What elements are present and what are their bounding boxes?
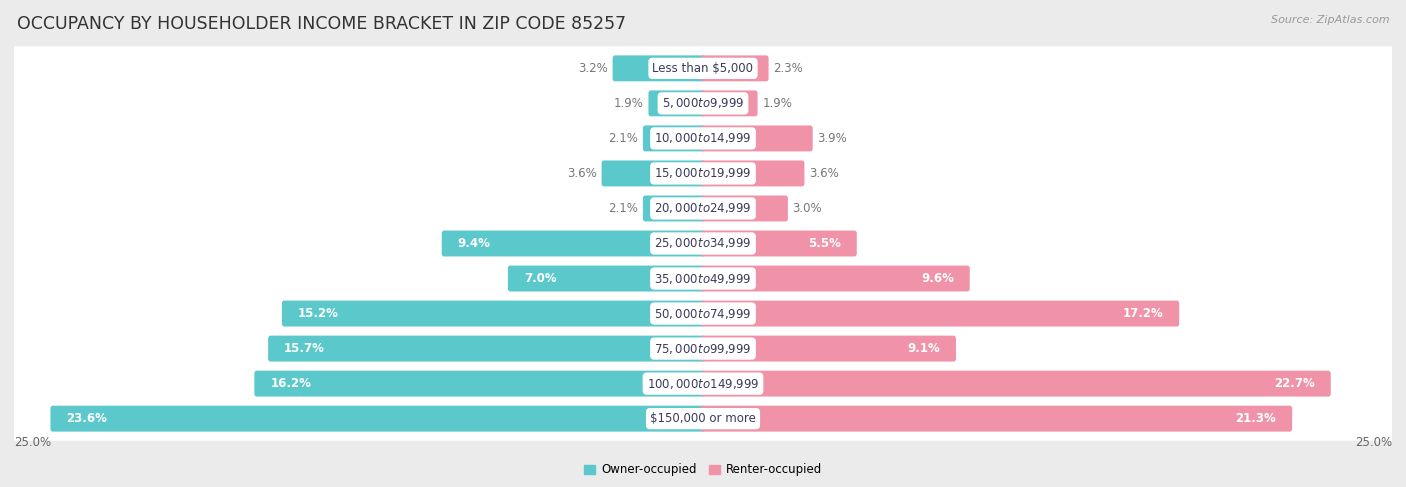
FancyBboxPatch shape (441, 230, 706, 257)
FancyBboxPatch shape (613, 56, 706, 81)
FancyBboxPatch shape (700, 91, 758, 116)
FancyBboxPatch shape (700, 300, 1180, 326)
FancyBboxPatch shape (1, 187, 1405, 230)
Text: Source: ZipAtlas.com: Source: ZipAtlas.com (1271, 15, 1389, 25)
Text: 21.3%: 21.3% (1236, 412, 1277, 425)
FancyBboxPatch shape (643, 195, 706, 222)
Text: 16.2%: 16.2% (270, 377, 311, 390)
Text: 3.6%: 3.6% (567, 167, 598, 180)
Text: $50,000 to $74,999: $50,000 to $74,999 (654, 306, 752, 320)
FancyBboxPatch shape (700, 126, 813, 151)
Text: $100,000 to $149,999: $100,000 to $149,999 (647, 376, 759, 391)
Text: 3.2%: 3.2% (578, 62, 607, 75)
FancyBboxPatch shape (1, 151, 1405, 195)
FancyBboxPatch shape (1, 81, 1405, 126)
FancyBboxPatch shape (700, 371, 1330, 396)
Text: 15.7%: 15.7% (284, 342, 325, 355)
Text: 1.9%: 1.9% (614, 97, 644, 110)
Text: $35,000 to $49,999: $35,000 to $49,999 (654, 272, 752, 285)
FancyBboxPatch shape (254, 371, 706, 396)
Text: 15.2%: 15.2% (298, 307, 339, 320)
Text: $75,000 to $99,999: $75,000 to $99,999 (654, 341, 752, 356)
FancyBboxPatch shape (700, 265, 970, 292)
Text: 25.0%: 25.0% (1355, 436, 1392, 449)
Text: 9.1%: 9.1% (907, 342, 941, 355)
FancyBboxPatch shape (700, 195, 787, 222)
FancyBboxPatch shape (700, 56, 769, 81)
Text: $10,000 to $14,999: $10,000 to $14,999 (654, 131, 752, 146)
Text: 17.2%: 17.2% (1122, 307, 1163, 320)
FancyBboxPatch shape (1, 116, 1405, 161)
FancyBboxPatch shape (51, 406, 706, 431)
Text: 22.7%: 22.7% (1274, 377, 1315, 390)
Text: $20,000 to $24,999: $20,000 to $24,999 (654, 202, 752, 215)
Text: 2.3%: 2.3% (773, 62, 803, 75)
Text: 7.0%: 7.0% (524, 272, 557, 285)
FancyBboxPatch shape (602, 161, 706, 187)
FancyBboxPatch shape (1, 396, 1405, 441)
FancyBboxPatch shape (1, 257, 1405, 300)
Text: $5,000 to $9,999: $5,000 to $9,999 (662, 96, 744, 111)
Text: 5.5%: 5.5% (808, 237, 841, 250)
Text: 3.9%: 3.9% (817, 132, 846, 145)
FancyBboxPatch shape (700, 406, 1292, 431)
FancyBboxPatch shape (508, 265, 706, 292)
FancyBboxPatch shape (1, 292, 1405, 336)
Text: 2.1%: 2.1% (609, 132, 638, 145)
FancyBboxPatch shape (1, 222, 1405, 265)
Text: 1.9%: 1.9% (762, 97, 792, 110)
FancyBboxPatch shape (700, 161, 804, 187)
FancyBboxPatch shape (700, 230, 856, 257)
FancyBboxPatch shape (1, 361, 1405, 406)
Text: 9.4%: 9.4% (458, 237, 491, 250)
FancyBboxPatch shape (1, 46, 1405, 91)
Text: 2.1%: 2.1% (609, 202, 638, 215)
FancyBboxPatch shape (1, 326, 1405, 371)
FancyBboxPatch shape (283, 300, 706, 326)
Text: $150,000 or more: $150,000 or more (650, 412, 756, 425)
FancyBboxPatch shape (643, 126, 706, 151)
Text: $25,000 to $34,999: $25,000 to $34,999 (654, 237, 752, 250)
Text: $15,000 to $19,999: $15,000 to $19,999 (654, 167, 752, 181)
Text: 25.0%: 25.0% (14, 436, 51, 449)
Legend: Owner-occupied, Renter-occupied: Owner-occupied, Renter-occupied (579, 459, 827, 481)
Text: Less than $5,000: Less than $5,000 (652, 62, 754, 75)
Text: 9.6%: 9.6% (921, 272, 953, 285)
Text: 3.6%: 3.6% (808, 167, 839, 180)
FancyBboxPatch shape (648, 91, 706, 116)
Text: 23.6%: 23.6% (66, 412, 107, 425)
Text: 3.0%: 3.0% (793, 202, 823, 215)
Text: OCCUPANCY BY HOUSEHOLDER INCOME BRACKET IN ZIP CODE 85257: OCCUPANCY BY HOUSEHOLDER INCOME BRACKET … (17, 15, 626, 33)
FancyBboxPatch shape (700, 336, 956, 361)
FancyBboxPatch shape (269, 336, 706, 361)
